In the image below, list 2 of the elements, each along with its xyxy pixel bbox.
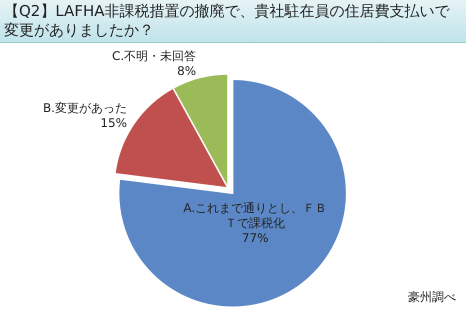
chart-title: 【Q2】LAFHA非課税措置の撤廃で、貴社駐在員の住居費支払いで変更がありましたか？ [0, 0, 466, 43]
text: 豪州調べ [408, 290, 456, 305]
